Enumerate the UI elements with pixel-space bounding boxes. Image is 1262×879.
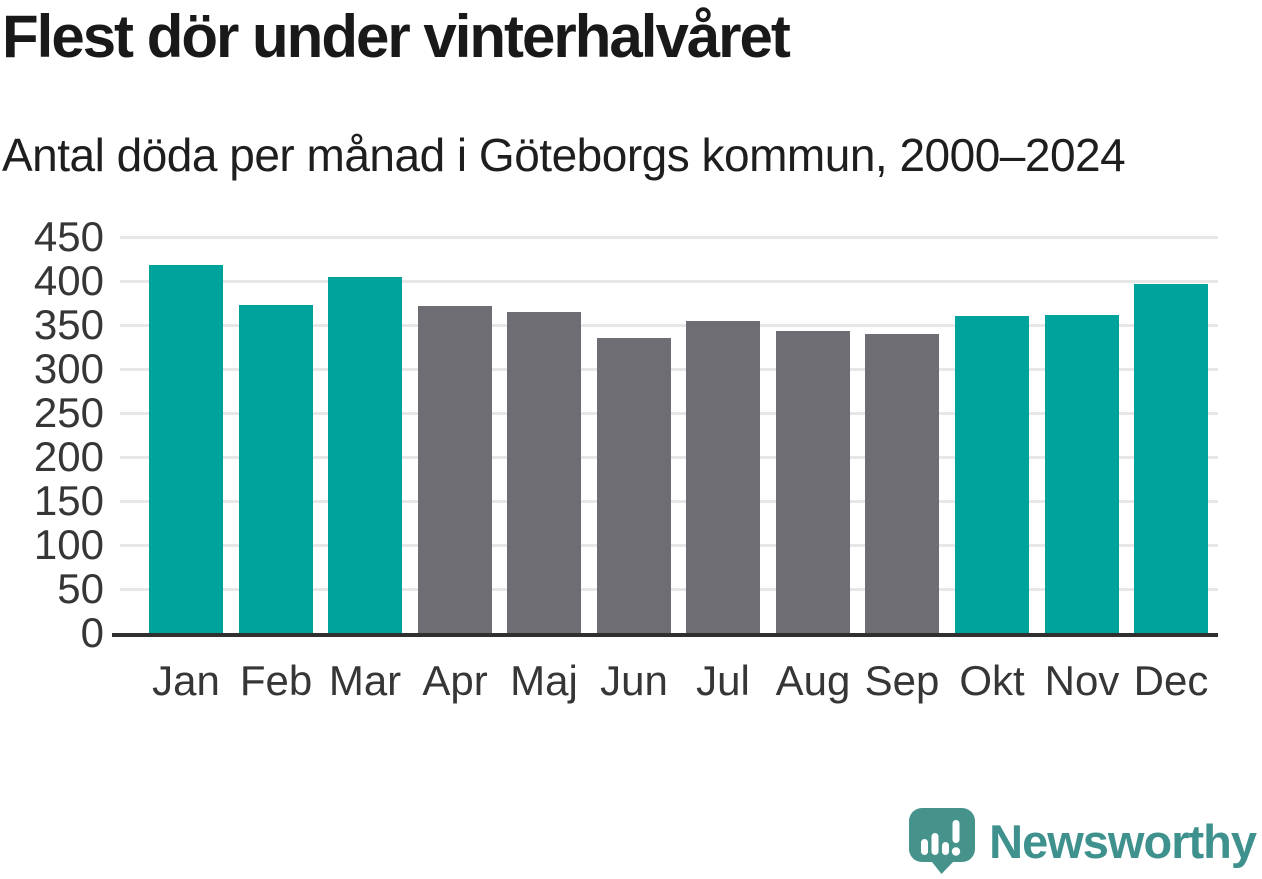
y-axis-tick-label-250: 250 [33,389,104,436]
y-axis-tick-label-0: 0 [80,609,104,656]
chart-title: Flest dör under vinterhalvåret [2,3,791,70]
bar-apr [418,305,492,633]
newsworthy-logo-icon [909,808,976,874]
bar-jun [597,338,671,633]
x-axis-label-sep: Sep [864,657,940,704]
logo-bar-short [921,839,929,855]
bar-okt [955,316,1029,633]
logo-exclamation-stem [952,820,960,843]
y-axis-tick-label-300: 300 [33,345,104,392]
logo-exclamation-dot [951,847,961,856]
newsworthy-branding: Newsworthy [909,808,1257,875]
x-axis-label-apr: Apr [422,657,488,704]
x-axis-label-maj: Maj [510,657,578,704]
y-axis: 0 50 100 150 200 250 300 350 400 450 [0,216,104,654]
y-axis-tick-label-350: 350 [33,301,104,348]
bar-jul [686,321,760,633]
x-axis-label-jul: Jul [696,657,750,704]
bar-jan [149,265,223,633]
bar-feb [239,304,313,633]
bar-sep [865,333,939,633]
plot-area [120,236,1218,633]
gridline-450 [120,236,1218,239]
logo-bar-medium [942,842,950,855]
x-axis-label-feb: Feb [239,657,313,704]
gridline-350 [120,324,1218,327]
y-axis-tick-label-100: 100 [33,521,104,568]
x-axis-label-dec: Dec [1133,657,1209,704]
bar-mar [328,277,402,633]
y-axis-tick-label-450: 450 [33,213,104,260]
y-axis-tick-label-50: 50 [57,565,104,612]
gridline-400 [120,280,1218,283]
x-axis-label-okt: Okt [959,657,1025,704]
bar-nov [1045,315,1119,633]
x-axis-label-mar: Mar [328,657,402,704]
newsworthy-wordmark: Newsworthy [989,815,1257,868]
bar-maj [507,311,581,633]
y-axis-tick-label-150: 150 [33,477,104,524]
logo-bar-tall [931,833,939,855]
bar-dec [1134,283,1208,633]
x-axis-label-jan: Jan [152,657,220,704]
x-axis-label-nov: Nov [1044,657,1120,704]
x-axis: Jan Feb Mar Apr Maj Jun Jul Aug Sep Okt Nov Dec [120,657,1218,710]
chart-subtitle: Antal döda per månad i Göteborgs kommun,… [2,129,1126,181]
x-axis-label-jun: Jun [600,657,668,704]
bar-aug [776,331,850,633]
x-axis-label-aug: Aug [775,657,851,704]
y-axis-tick-label-400: 400 [33,257,104,304]
x-axis-baseline [112,633,1218,637]
y-axis-tick-label-200: 200 [33,433,104,480]
